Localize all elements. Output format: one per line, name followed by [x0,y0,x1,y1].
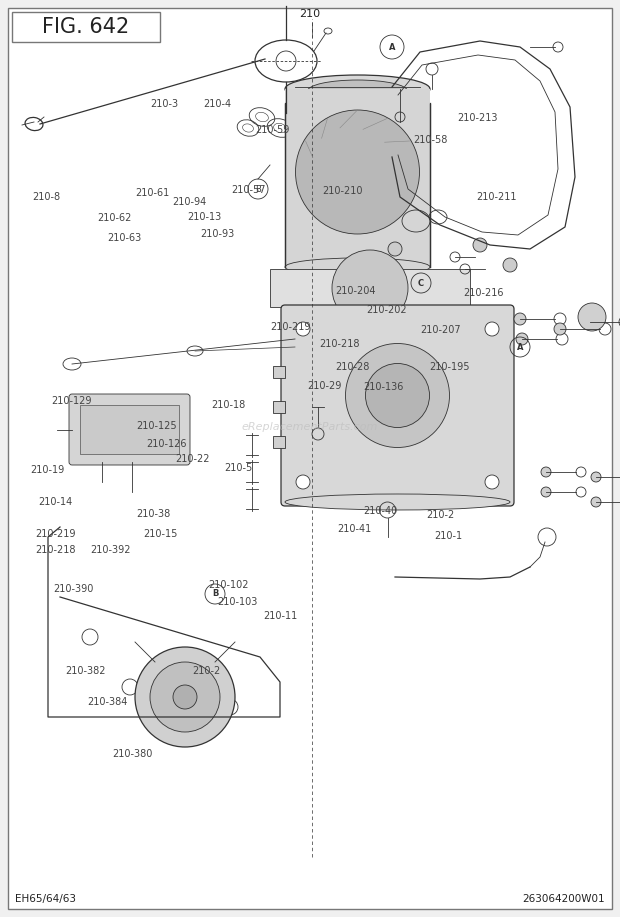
Text: 210-218: 210-218 [35,546,76,555]
Text: 210-102: 210-102 [208,580,249,590]
Circle shape [296,322,310,336]
Circle shape [485,322,499,336]
Circle shape [296,475,310,489]
Text: eReplacementParts.com: eReplacementParts.com [242,422,378,432]
Circle shape [345,344,450,447]
Text: 210-3: 210-3 [150,99,179,108]
Text: 210-202: 210-202 [366,305,407,315]
Text: 210-11: 210-11 [264,612,298,621]
Text: 210-380: 210-380 [112,749,153,758]
Circle shape [503,258,517,272]
Text: 210-94: 210-94 [172,197,206,206]
Text: 210-61: 210-61 [135,188,169,197]
Text: 210-19: 210-19 [30,466,65,475]
Text: 210-382: 210-382 [65,667,106,676]
Circle shape [332,250,408,326]
Text: 210-1: 210-1 [434,532,463,541]
Text: 210-210: 210-210 [322,186,363,195]
Text: 210-392: 210-392 [90,546,131,555]
Text: 210-18: 210-18 [211,401,246,410]
Bar [12,12,160,42]
Circle shape [222,699,238,715]
Text: 210-29: 210-29 [307,381,342,391]
FancyBboxPatch shape [281,305,514,506]
Text: 210-103: 210-103 [217,598,258,607]
Circle shape [366,363,430,427]
Circle shape [591,497,601,507]
Ellipse shape [285,258,430,276]
Circle shape [122,679,138,695]
Text: 210-219: 210-219 [270,323,311,332]
Circle shape [578,303,606,331]
Text: B: B [255,184,261,193]
Bar [273,366,285,378]
Circle shape [591,472,601,482]
Circle shape [516,333,528,345]
Ellipse shape [285,75,430,103]
Text: 210-204: 210-204 [335,286,376,295]
Text: 210-57: 210-57 [231,185,265,194]
Bar [80,405,179,454]
Text: A: A [516,343,523,351]
Text: 210-384: 210-384 [87,697,128,706]
Circle shape [150,662,220,732]
Bar [273,401,285,413]
Text: EH65/64/63: EH65/64/63 [15,894,76,904]
Bar [285,89,430,267]
Text: 210-8: 210-8 [32,193,61,202]
Text: 210: 210 [299,9,321,19]
Text: 210-195: 210-195 [429,362,470,371]
Text: 210-390: 210-390 [53,584,94,593]
Bar [270,269,470,307]
Text: 210-62: 210-62 [97,214,132,223]
FancyBboxPatch shape [69,394,190,465]
Text: 210-13: 210-13 [187,213,222,222]
Text: A: A [389,42,396,51]
Circle shape [82,629,98,645]
Text: 210-63: 210-63 [107,234,141,243]
Circle shape [173,685,197,709]
Bar [273,436,285,448]
Text: 210-216: 210-216 [463,289,504,298]
Text: 210-126: 210-126 [146,439,187,448]
Text: 210-2: 210-2 [426,511,454,520]
Text: 210-14: 210-14 [38,497,73,506]
Text: 210-2: 210-2 [192,667,221,676]
Circle shape [296,110,420,234]
Text: 210-41: 210-41 [337,525,372,534]
Text: 210-136: 210-136 [363,382,404,392]
Text: 210-219: 210-219 [35,529,76,538]
Text: 210-5: 210-5 [224,463,253,472]
Circle shape [514,313,526,325]
Circle shape [473,238,487,252]
Ellipse shape [285,494,510,510]
Text: 210-59: 210-59 [255,126,290,135]
Ellipse shape [308,80,407,102]
Circle shape [584,316,596,328]
Text: 210-93: 210-93 [200,229,234,238]
Text: 210-38: 210-38 [136,509,171,518]
Circle shape [135,647,235,747]
Text: 210-4: 210-4 [203,99,231,108]
Text: 210-211: 210-211 [476,193,516,202]
Circle shape [388,242,402,256]
Text: FIG. 642: FIG. 642 [42,17,130,37]
Circle shape [541,467,551,477]
Text: 210-40: 210-40 [363,506,397,515]
Text: 210-22: 210-22 [175,454,210,463]
Text: 210-58: 210-58 [414,136,448,145]
Text: C: C [418,279,424,288]
Text: 210-15: 210-15 [143,529,177,538]
Circle shape [541,487,551,497]
Text: 210-207: 210-207 [420,326,461,335]
Text: 210-218: 210-218 [319,339,360,348]
Text: B: B [212,590,218,599]
Text: 263064200W01: 263064200W01 [523,894,605,904]
Text: 210-129: 210-129 [51,396,92,405]
Text: 210-28: 210-28 [335,362,370,371]
Circle shape [554,323,566,335]
Text: 210-125: 210-125 [136,422,177,431]
Circle shape [485,475,499,489]
Text: 210-213: 210-213 [457,114,498,123]
